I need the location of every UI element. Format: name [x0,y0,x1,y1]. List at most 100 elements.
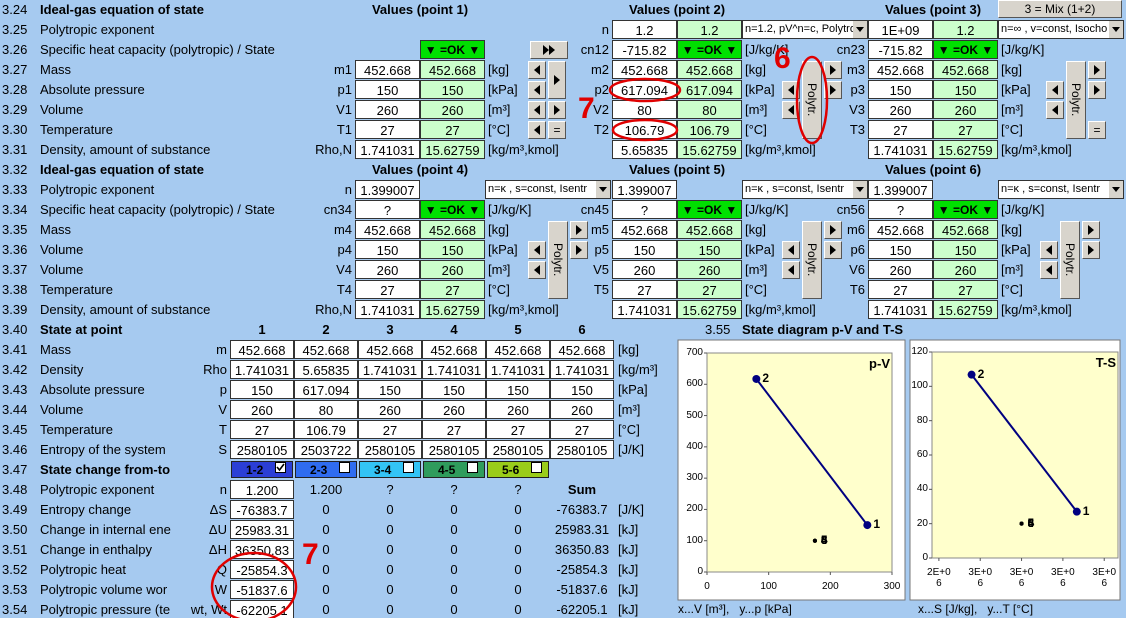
state-point [752,374,761,383]
mode-dropdown[interactable]: n=1.2, pV^n=c, Polytro [742,20,868,39]
value: 1.741031 [358,360,422,379]
value-copy: 260 [677,260,742,279]
mode-dropdown[interactable]: n=κ , s=const, Isentr [485,180,611,199]
unit: [kg/m³,kmol] [488,142,559,157]
symbol: T3 [849,122,865,137]
value: 1.399007 [612,180,677,199]
arrow-right-button[interactable] [570,241,588,259]
mix-button[interactable]: 3 = Mix (1+2) [998,0,1122,18]
arrow-left-button[interactable] [782,261,800,279]
state-select: ▼ =OK ▼ [420,40,485,59]
y-tick-label: 20 [916,517,928,529]
arrow-left-button[interactable] [1046,101,1064,119]
value: 1E+09 [868,20,933,39]
equal-button[interactable]: = [548,121,566,139]
value: 150 [358,380,422,399]
arrow-right-button[interactable] [548,101,566,119]
arrow-right-button[interactable] [1082,221,1100,239]
arrow-left-button[interactable] [528,261,546,279]
value: 25983.31 [554,522,610,537]
mode-dropdown[interactable]: n=κ , s=const, Isentr [998,180,1124,199]
symbol: T4 [336,282,352,297]
unit: [kg/m³,kmol] [488,302,559,317]
x-tick-label: 100 [760,581,777,592]
y-tick-label: 700 [686,347,703,358]
check-path [276,463,285,472]
polytropic-button[interactable]: Polytr. [802,61,822,139]
row-label: Volume [40,102,84,117]
arrow-left-button[interactable] [1046,81,1064,99]
value: 1.741031 [355,300,420,319]
row-number: 3.35 [2,222,28,237]
mode-dropdown[interactable]: n=κ , s=const, Isentr [742,180,868,199]
arrow-icon [534,125,540,135]
value-copy: 150 [420,80,485,99]
polytropic-button[interactable]: Polytr. [1060,221,1080,299]
arrow-left-button[interactable] [1040,261,1058,279]
point-label: 5 [1027,515,1035,530]
arrow-right-button[interactable] [824,61,842,79]
mode-dropdown[interactable]: n=∞ , v=const, Isocho [998,20,1124,39]
arrow-left-button[interactable] [782,101,800,119]
value: 1.741031 [612,300,677,319]
value: 0 [322,582,330,597]
value-copy: 106.79 [677,120,742,139]
column-header: 5 [514,322,522,337]
checkbox [403,462,414,473]
value: 150 [355,80,420,99]
process-line [970,374,1078,513]
unit: [J/kg/K] [745,202,789,217]
row-number: 3.37 [2,262,28,277]
row-number: 3.40 [2,322,28,337]
state-change-button[interactable]: 3-4 [359,461,421,478]
arrow-right-button[interactable] [824,241,842,259]
symbol: cn34 [323,202,352,217]
state-change-button[interactable]: 1-2 [231,461,293,478]
arrow-right-button[interactable] [824,221,842,239]
state-point [1019,521,1024,526]
unit: [m³] [745,102,768,117]
equal-button[interactable]: = [1088,121,1106,139]
arrow-right-button[interactable] [824,81,842,99]
arrow-left-button[interactable] [1040,241,1058,259]
symbol: T [219,422,227,437]
y-tick-label: 0 [697,566,703,577]
symbol: cn12 [580,42,609,57]
value: 260 [550,400,614,419]
arrow-left-button[interactable] [528,101,546,119]
value-copy: 617.094 [677,80,742,99]
row-label: Volume [40,242,84,257]
unit: [J/kg/K] [488,202,532,217]
arrow-left-button[interactable] [528,61,546,79]
copy-forward-button[interactable] [530,41,568,59]
arrow-right-button[interactable] [1088,61,1106,79]
row-number: 3.39 [2,302,28,317]
y-tick-label: 600 [686,378,703,390]
arrow-left-button[interactable] [528,241,546,259]
arrow-right-button[interactable] [570,221,588,239]
value: 1.399007 [355,180,420,199]
x-tick-label: 0 [704,581,710,592]
polytropic-button[interactable]: Polytr. [1066,61,1086,139]
state-change-button[interactable]: 4-5 [423,461,485,478]
state-change-button[interactable]: 5-6 [487,461,549,478]
row-label: Polytropic exponent [40,482,155,497]
unit: [°C] [488,282,510,297]
arrow-left-button[interactable] [528,121,546,139]
unit: [kPa] [488,242,518,257]
highlight-ellipse [611,118,679,142]
arrow-right-button[interactable] [1088,81,1106,99]
row-number: 3.51 [2,542,28,557]
polytropic-button[interactable]: Polytr. [548,221,568,299]
arrow-right-button[interactable] [548,61,566,99]
polytropic-button[interactable]: Polytr. [802,221,822,299]
arrow-right-button[interactable] [1082,241,1100,259]
arrow-left-button[interactable] [782,241,800,259]
row-number: 3.42 [2,362,28,377]
arrow-left-button[interactable] [782,81,800,99]
arrow-left-button[interactable] [528,81,546,99]
arrow-icon [830,225,836,235]
row-label: Ideal-gas equation of state [40,162,204,177]
value: 150 [486,380,550,399]
state-change-button[interactable]: 2-3 [295,461,357,478]
